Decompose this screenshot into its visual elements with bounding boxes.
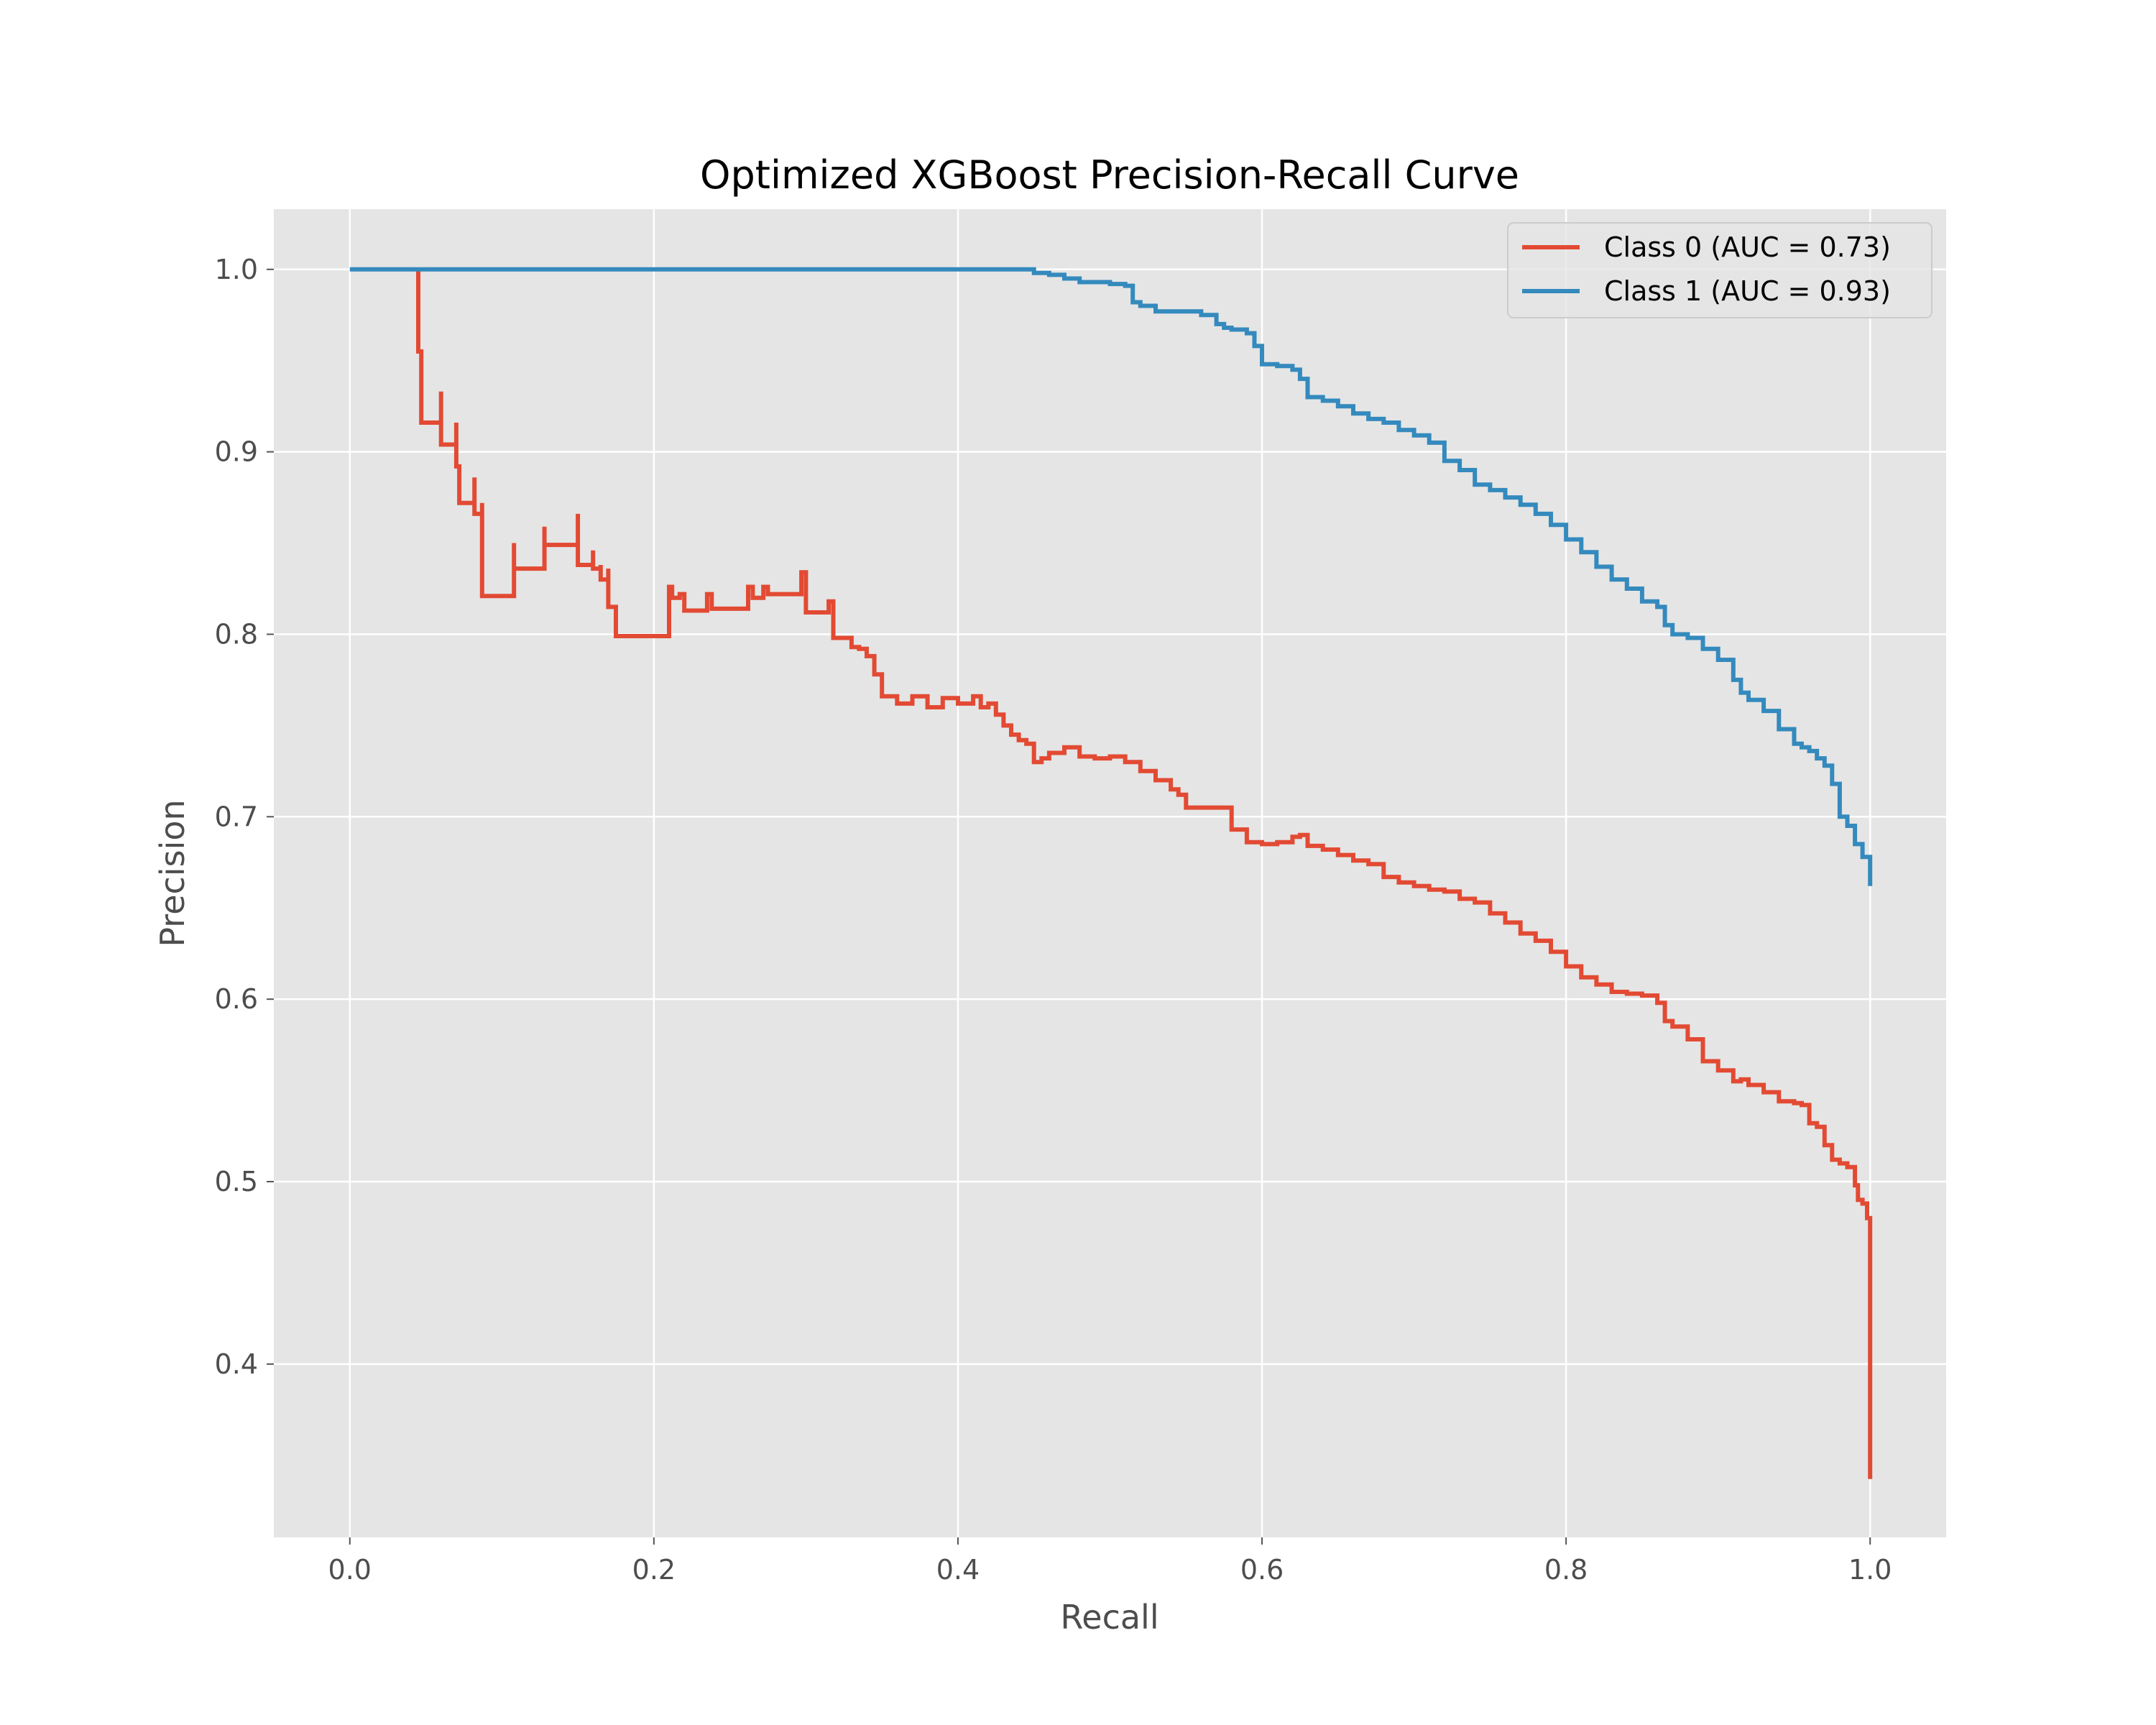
y-tick-label: 0.8 <box>215 618 258 650</box>
y-tick-label: 1.0 <box>215 254 258 285</box>
x-tick-label: 0.0 <box>328 1554 372 1586</box>
x-tick-label: 0.2 <box>632 1554 676 1586</box>
x-tick-label: 0.6 <box>1240 1554 1284 1586</box>
chart-title: Optimized XGBoost Precision-Recall Curve <box>700 152 1519 198</box>
legend-label-class-1: Class 1 (AUC = 0.93) <box>1604 275 1891 307</box>
series-line-class-1 <box>349 267 1873 886</box>
y-tick-label: 0.5 <box>215 1166 258 1197</box>
legend-label-class-0: Class 0 (AUC = 0.73) <box>1604 231 1891 263</box>
series <box>349 267 1873 1479</box>
y-tick-label: 0.4 <box>215 1348 258 1380</box>
series-line-class-0 <box>416 269 1873 1479</box>
x-tick-label: 1.0 <box>1848 1554 1892 1586</box>
y-tick-label: 0.9 <box>215 436 258 468</box>
grid <box>274 209 1946 1537</box>
x-axis-label: Recall <box>1060 1598 1158 1637</box>
y-tick-label: 0.7 <box>215 801 258 832</box>
legend-box <box>1507 222 1932 318</box>
y-tick-label: 0.6 <box>215 983 258 1015</box>
legend: Class 0 (AUC = 0.73) Class 1 (AUC = 0.93… <box>1507 222 1932 318</box>
plot-area <box>274 209 1946 1537</box>
x-tick-label: 0.4 <box>936 1554 980 1586</box>
ticks: 0.0 0.2 0.4 0.6 0.8 1.0 0.4 0.5 0.6 0.7 0.8 0.9 1.0 <box>215 254 1892 1586</box>
x-tick-label: 0.8 <box>1544 1554 1588 1586</box>
y-axis-label: Precision <box>153 799 192 947</box>
